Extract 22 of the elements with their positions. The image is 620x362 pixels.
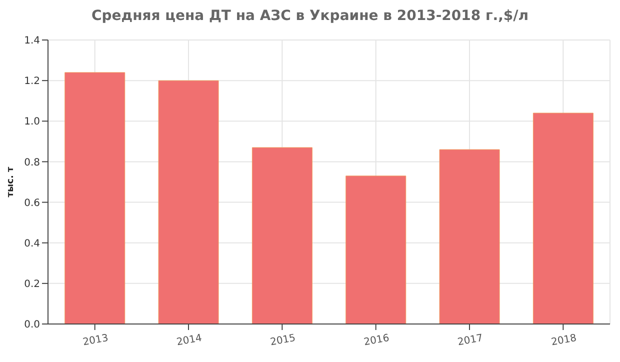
bar <box>439 149 500 324</box>
bar <box>346 176 406 324</box>
y-tick-label: 0.2 <box>24 278 40 290</box>
x-tick-label: 2014 <box>176 332 203 348</box>
bar <box>252 147 312 324</box>
bar <box>64 72 126 324</box>
x-tick-label: 2017 <box>456 332 484 348</box>
y-tick-label: 0.8 <box>24 157 40 168</box>
y-tick-label: 0.6 <box>24 198 40 209</box>
bar <box>158 80 219 324</box>
x-tick-label: 2016 <box>363 332 390 348</box>
x-tick-label: 2018 <box>550 332 578 348</box>
chart-title: Средняя цена ДТ на АЗС в Украине в 2013-2018 г.,$/л <box>90 8 530 26</box>
y-axis-title: тыс. т <box>6 166 16 198</box>
y-tick-label: 1.4 <box>24 36 40 47</box>
x-tick-label: 2015 <box>269 332 296 348</box>
x-tick-label: 2013 <box>82 332 110 348</box>
y-tick-label: 0.4 <box>24 238 40 250</box>
bar <box>532 112 594 324</box>
y-tick-label: 1.2 <box>24 76 40 88</box>
y-tick-label: 0.0 <box>24 320 40 331</box>
y-tick-label: 1.0 <box>24 116 40 128</box>
